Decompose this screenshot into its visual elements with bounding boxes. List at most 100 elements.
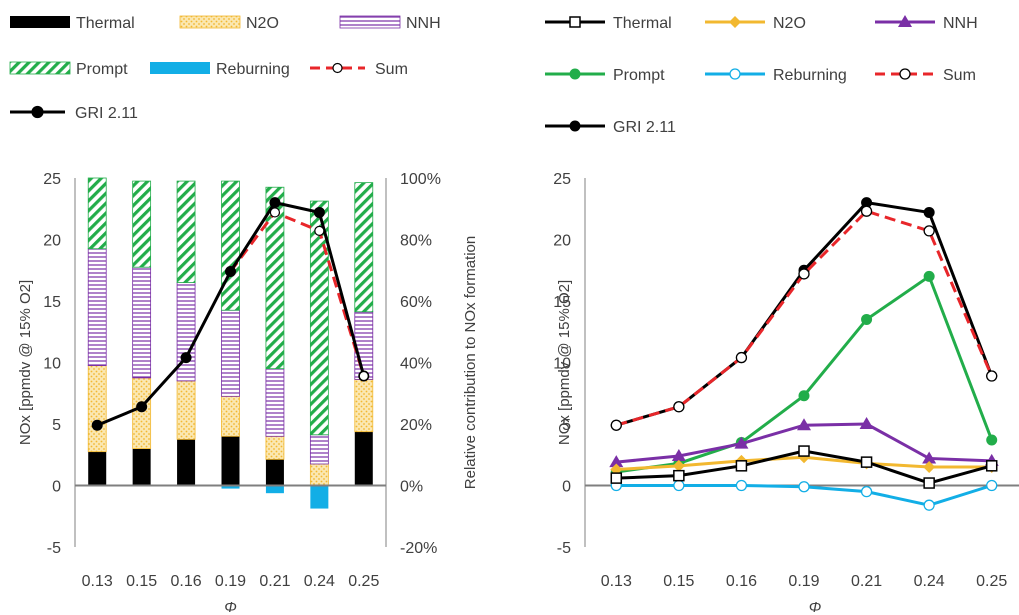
- y2-tick-label: 80%: [400, 233, 432, 250]
- legend-item-gri: GRI 2.11: [545, 119, 676, 136]
- point-reburning: [798, 481, 810, 493]
- legend-label: N2O: [773, 15, 806, 32]
- point-reburning: [986, 479, 998, 492]
- point-sum: [986, 370, 998, 382]
- point-nnh: [859, 417, 874, 429]
- bar-thermal: [177, 439, 196, 486]
- bar-prompt: [132, 180, 152, 268]
- legend-swatch-thermal: [10, 16, 70, 28]
- y2-tick-label: 0%: [400, 479, 423, 496]
- bar-prompt: [265, 186, 285, 370]
- x-tick-label: 0.15: [126, 573, 157, 590]
- point-n2o: [729, 16, 741, 28]
- bar-n2o: [265, 435, 285, 460]
- y2-tick-label: -20%: [400, 540, 437, 557]
- point-thermal: [735, 460, 748, 472]
- legend-item-thermal: Thermal: [545, 15, 672, 32]
- legend-label: Thermal: [76, 15, 135, 32]
- x-tick-label: 0.13: [82, 573, 113, 590]
- legend-item-nnh: NNH: [339, 15, 441, 32]
- point-prompt: [569, 68, 581, 80]
- legend-item-gri: GRI 2.11: [10, 105, 138, 122]
- legend-label: Sum: [943, 67, 976, 84]
- y2-tick-label: 20%: [400, 417, 432, 434]
- point-gri: [569, 120, 581, 132]
- point-thermal: [569, 16, 581, 28]
- y2-tick-label: 60%: [400, 294, 432, 311]
- legend-label: GRI 2.11: [75, 105, 138, 122]
- legend-label: Thermal: [613, 15, 672, 32]
- bar-reburning: [310, 485, 329, 509]
- y-tick-label: 15: [43, 294, 61, 311]
- y-tick-label: 15: [553, 294, 571, 311]
- sum-point: [358, 370, 369, 382]
- point-prompt: [861, 313, 873, 325]
- y-axis-title: NOx [ppmdv @ 15% O2]: [17, 280, 34, 445]
- sum-line: [229, 210, 366, 377]
- point-n2o: [923, 461, 936, 474]
- legend-item-reburning: Reburning: [705, 67, 847, 84]
- point-thermal: [610, 472, 623, 484]
- gri-point: [136, 401, 148, 413]
- gri-point: [225, 265, 236, 277]
- legend-marker-gri: [31, 105, 44, 119]
- point-nnh: [734, 436, 749, 449]
- bar-n2o: [87, 365, 107, 453]
- legend-swatch-n2o: [179, 15, 241, 29]
- legend-item-n2o: N2O: [705, 15, 806, 32]
- legend-label: Prompt: [76, 61, 128, 78]
- legend-item-reburning: Reburning: [150, 61, 290, 78]
- point-reburning: [923, 499, 935, 511]
- legend-label: GRI 2.11: [613, 119, 676, 136]
- legend-swatch-reburning: [150, 62, 210, 74]
- point-sum: [798, 268, 810, 280]
- legend-label: Sum: [375, 61, 408, 78]
- point-prompt: [986, 434, 998, 446]
- sum-point: [314, 225, 325, 236]
- x-tick-label: 0.19: [215, 573, 246, 590]
- bar-nnh: [87, 248, 107, 366]
- x-tick-label: 0.25: [976, 573, 1007, 590]
- x-tick-label: 0.25: [348, 573, 379, 590]
- point-sum: [923, 225, 935, 237]
- y-tick-label: 0: [52, 479, 61, 496]
- legend-label: N2O: [246, 15, 279, 32]
- y2-axis-title: Relative contribution to NOx formation: [462, 236, 479, 489]
- legend-item-thermal: Thermal: [10, 15, 135, 32]
- bar-thermal: [221, 436, 240, 486]
- bar-thermal: [265, 459, 284, 486]
- bar-nnh: [354, 311, 374, 380]
- point-gri: [923, 206, 935, 218]
- bar-prompt: [87, 177, 107, 250]
- x-tick-label: 0.16: [726, 573, 757, 590]
- point-reburning: [673, 479, 685, 492]
- y-tick-label: 20: [43, 233, 61, 250]
- x-axis-title: Φ: [224, 599, 237, 615]
- bar-thermal: [88, 451, 107, 486]
- line-prompt: [616, 274, 994, 474]
- y-tick-label: 5: [52, 417, 61, 434]
- x-tick-label: 0.21: [851, 573, 882, 590]
- legend-item-nnh: NNH: [875, 15, 978, 32]
- legend-item-prompt: Prompt: [545, 67, 665, 84]
- gri-point: [269, 197, 281, 209]
- x-tick-label: 0.13: [601, 573, 632, 590]
- y-axis-title: NOx [ppmdv @ 15% O2]: [556, 280, 573, 445]
- legend-label: NNH: [406, 15, 441, 32]
- line-chart: -5 0 5 10 15 20 25 0.13 0.15 0.16 0.19 0.21 0.24 0.25…: [545, 15, 1019, 615]
- point-prompt: [798, 390, 810, 402]
- y-tick-label: 5: [562, 417, 571, 434]
- y-tick-label: 25: [43, 171, 61, 188]
- point-reburning: [729, 68, 741, 80]
- point-thermal: [673, 469, 685, 482]
- y-tick-label: -5: [557, 540, 571, 557]
- legend-item-n2o: N2O: [179, 15, 279, 32]
- bar-prompt: [221, 180, 240, 311]
- y-tick-label: 25: [553, 171, 571, 188]
- point-nnh: [671, 448, 686, 461]
- bar-reburning: [221, 485, 240, 489]
- x-axis-title: Φ: [809, 599, 822, 615]
- bar-thermal: [354, 431, 373, 486]
- point-thermal: [860, 456, 873, 468]
